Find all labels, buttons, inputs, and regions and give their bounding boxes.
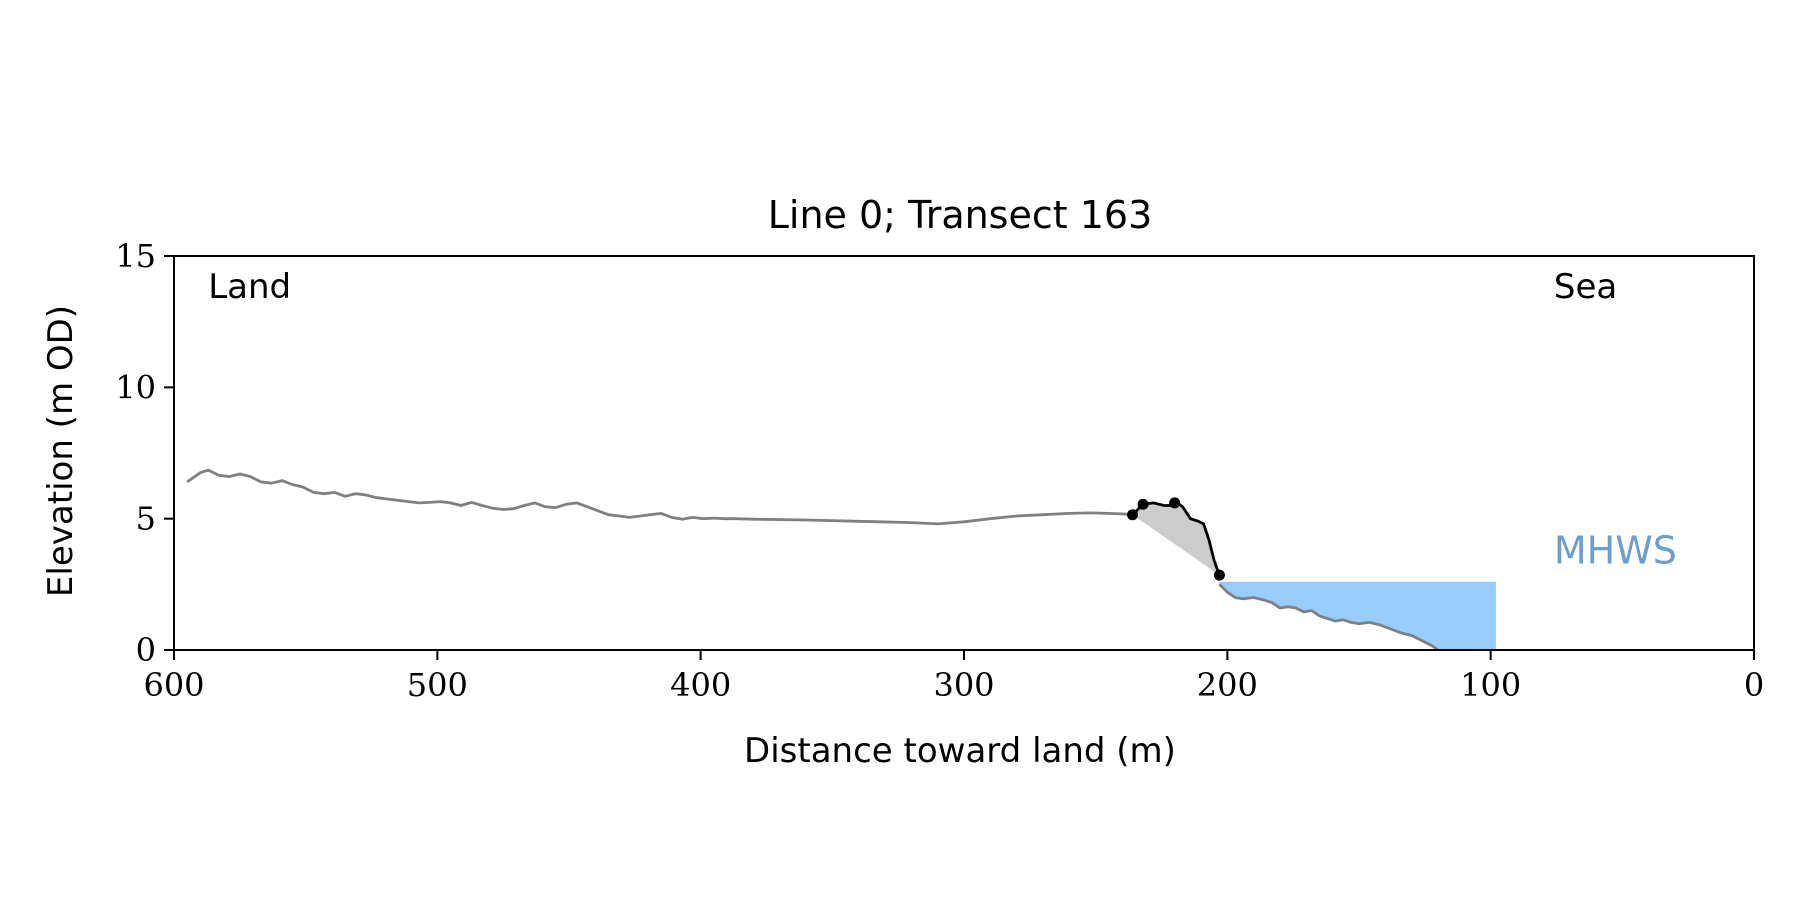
x-tick-label-4: 200 [1197, 666, 1258, 704]
plot-frame [173, 255, 1755, 651]
cliff-fill [1132, 502, 1220, 576]
y-tick-label-0: 0 [136, 631, 156, 669]
x-tick-label-3: 300 [933, 666, 994, 704]
cliff-point-2 [1169, 497, 1181, 509]
y-axis: 0 5 10 15 [115, 237, 174, 669]
profile-line [186, 468, 1133, 526]
y-axis-label: Elevation (m OD) [41, 305, 81, 597]
annotation-sea: Sea [1554, 267, 1617, 307]
y-tick-label-1: 5 [136, 500, 156, 538]
annotation-mhws: MHWS [1554, 528, 1677, 572]
profile-seaward-line [1218, 583, 1439, 652]
plot-area [186, 468, 1496, 652]
x-tick-label-6: 0 [1744, 666, 1764, 704]
x-axis: 600 500 400 300 200 100 0 [143, 650, 1764, 704]
cliff-point-1 [1137, 498, 1149, 510]
y-tick-label-2: 10 [115, 368, 156, 406]
cliff-point-3 [1213, 569, 1225, 581]
x-axis-label: Distance toward land (m) [744, 731, 1176, 771]
x-tick-label-2: 400 [670, 666, 731, 704]
cliff-point-0 [1127, 509, 1139, 521]
annotation-land: Land [208, 267, 291, 307]
cliff-points [1127, 497, 1225, 581]
chart-title: Line 0; Transect 163 [768, 193, 1153, 237]
cliff-line [1131, 501, 1221, 576]
x-tick-label-5: 100 [1460, 666, 1521, 704]
y-tick-label-3: 15 [115, 237, 156, 275]
x-tick-label-0: 600 [143, 666, 204, 704]
mhws-sea-fill [1219, 581, 1496, 650]
x-tick-label-1: 500 [407, 666, 468, 704]
